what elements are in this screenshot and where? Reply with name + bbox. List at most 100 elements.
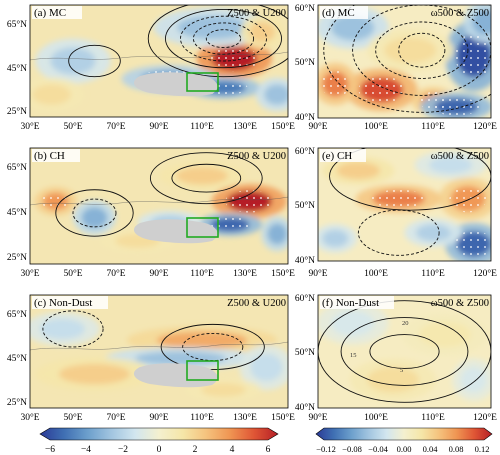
panel-a-lon-130: 130°E bbox=[233, 121, 257, 132]
panel-c-lon-150: 150°E bbox=[271, 412, 295, 423]
panel-c-lon-ticks: 30°E 50°E 70°E 90°E 110°E 130°E 150°E bbox=[20, 412, 295, 423]
panel-c: (c) Non-Dust Z500 & U200 65°N 45°N 25°N … bbox=[7, 294, 295, 423]
panel-c-blob-2 bbox=[59, 363, 130, 385]
panel-a-contour-0-2 bbox=[180, 15, 267, 62]
panel-b-blob-2 bbox=[81, 207, 108, 229]
panel-e-lon-ticks: 90°E 100°E 110°E 120°E bbox=[308, 268, 497, 279]
panel-e-lon-90: 90°E bbox=[308, 268, 327, 279]
panel-a-coastlines bbox=[30, 51, 288, 61]
panel-b-contour-0-1 bbox=[55, 189, 134, 237]
cbar-right-label-m004: −0.04 bbox=[368, 444, 388, 454]
panel-f-subtitle: ω500 & Z500 bbox=[431, 298, 489, 309]
panel-c-lat-25: 25°N bbox=[7, 397, 27, 408]
panel-a-lon-150: 150°E bbox=[271, 121, 295, 132]
panel-a-blob-5 bbox=[32, 84, 71, 105]
panel-b-title: (b) CH bbox=[34, 150, 65, 162]
panel-d-lon-120: 120°E bbox=[473, 121, 497, 132]
panel-a: (a) MC Z500 & U200 65°N 45°N 25°N 30°E 5… bbox=[7, 4, 295, 132]
panel-f-lon-ticks: 90°E 100°E 110°E 120°E bbox=[308, 412, 497, 423]
colorbar-left-bar bbox=[39, 427, 279, 441]
panel-b-lon-30: 30°E bbox=[20, 268, 39, 279]
panel-b-lon-ticks: 30°E 50°E 70°E 90°E 110°E 130°E 150°E bbox=[20, 268, 295, 279]
panel-e-title: (e) CH bbox=[322, 150, 352, 162]
panel-d-frame bbox=[317, 4, 492, 119]
panel-b-lon-70: 70°E bbox=[106, 268, 125, 279]
panel-a-contour-1-0 bbox=[68, 44, 121, 78]
panel-e-field bbox=[318, 150, 491, 261]
panel-f-field bbox=[318, 302, 491, 401]
panel-f-contour-labels: 20 5 15 bbox=[350, 320, 409, 374]
contour-label-5: 5 bbox=[400, 367, 403, 374]
panel-c-lon-110: 110°E bbox=[190, 412, 214, 423]
panel-c-lon-30: 30°E bbox=[20, 412, 39, 423]
panel-f-title: (f) Non-Dust bbox=[322, 297, 379, 309]
panel-b-lon-110: 110°E bbox=[190, 268, 214, 279]
panel-b-blob-5 bbox=[176, 167, 228, 185]
panel-d-contour-0-3 bbox=[323, 5, 491, 113]
panel-d-stipple-3 bbox=[455, 33, 491, 79]
panel-e-blob-5 bbox=[322, 229, 349, 247]
panel-e-frame bbox=[317, 147, 492, 262]
colorbar-right: −0.12 −0.08 −0.04 0.00 0.04 0.08 0.12 bbox=[315, 427, 493, 454]
panel-c-lon-50: 50°E bbox=[63, 412, 82, 423]
panel-c-blob-1 bbox=[135, 351, 226, 366]
panel-c-contour-1-0 bbox=[42, 310, 104, 348]
panel-d-stipple-0 bbox=[358, 76, 405, 104]
panel-a-contours bbox=[68, 5, 288, 78]
panel-b-stipple-3 bbox=[42, 192, 70, 211]
panel-d-lat-50: 50°N bbox=[295, 57, 315, 68]
contour-label-20: 20 bbox=[402, 320, 409, 327]
cbar-right-label-012: 0.12 bbox=[475, 444, 490, 454]
cbar-right-label-000: 0.00 bbox=[397, 444, 412, 454]
panel-d-subtitle: ω500 & Z500 bbox=[431, 8, 489, 19]
panel-f-contour-0-2 bbox=[318, 300, 491, 403]
colorbar-right-labels: −0.12 −0.08 −0.04 0.00 0.04 0.08 0.12 bbox=[316, 444, 489, 454]
panel-e-lat-ticks: 60°N 50°N 40°N bbox=[295, 146, 315, 266]
panel-b-contour-1-0 bbox=[171, 163, 242, 193]
panel-c-lat-ticks: 65°N 45°N 25°N bbox=[7, 309, 27, 408]
cbar-left-label-m6: −6 bbox=[45, 445, 55, 455]
panel-b-contour-1-1 bbox=[149, 152, 263, 205]
panel-a-blob-1 bbox=[177, 15, 249, 40]
panel-a-frame bbox=[29, 4, 289, 118]
panel-a-subtitle: Z500 & U200 bbox=[227, 8, 286, 19]
panel-b-lat-25: 25°N bbox=[7, 252, 27, 263]
panel-e-lat-40: 40°N bbox=[295, 255, 315, 266]
panel-f-lon-110: 110°E bbox=[421, 412, 445, 423]
panel-f-lat-50: 50°N bbox=[295, 347, 315, 358]
panel-a-lon-70: 70°E bbox=[106, 121, 125, 132]
panel-c-plateau-mask bbox=[133, 363, 218, 388]
contour-label-15: 15 bbox=[350, 352, 357, 359]
panel-b-frame bbox=[29, 147, 289, 265]
panel-a-lat-25: 25°N bbox=[7, 106, 27, 117]
panel-d-blob-5 bbox=[330, 14, 375, 41]
panel-e-lat-50: 50°N bbox=[295, 200, 315, 211]
cbar-right-label-004: 0.04 bbox=[423, 444, 439, 454]
panel-a-lon-30: 30°E bbox=[20, 121, 39, 132]
panel-c-coastlines bbox=[30, 341, 288, 351]
panel-d-contour-0-0 bbox=[398, 32, 446, 68]
panel-c-title: (c) Non-Dust bbox=[34, 297, 92, 309]
panel-c-blob-4 bbox=[39, 318, 85, 340]
panel-f-lat-ticks: 60°N 50°N 40°N bbox=[295, 293, 315, 413]
cbar-right-label-m008: −0.08 bbox=[342, 444, 362, 454]
panel-f-contour-0-0 bbox=[369, 334, 440, 369]
panel-a-lon-90: 90°E bbox=[149, 121, 168, 132]
panel-c-lat-65: 65°N bbox=[7, 309, 27, 320]
panel-b-contour-0-0 bbox=[72, 198, 117, 228]
panel-b-lon-150: 150°E bbox=[271, 268, 295, 279]
panel-d-field bbox=[318, 5, 491, 118]
panel-e-subtitle: ω500 & Z500 bbox=[431, 151, 489, 162]
panel-e-stipple-0 bbox=[371, 189, 427, 208]
panel-d-lat-40: 40°N bbox=[295, 112, 315, 123]
panel-d-lat-ticks: 60°N 50°N 40°N bbox=[295, 3, 315, 123]
panel-c-lon-130: 130°E bbox=[233, 412, 257, 423]
cbar-left-label-m4: −4 bbox=[81, 445, 91, 455]
panel-f: 20 5 15 (f) Non-Dust ω500 & Z500 60°N 50… bbox=[295, 293, 497, 423]
panel-d-lon-ticks: 90°E 100°E 110°E 120°E bbox=[308, 121, 497, 132]
panel-c-lat-45: 45°N bbox=[7, 353, 27, 364]
panel-a-lat-ticks: 65°N 45°N 25°N bbox=[7, 19, 27, 117]
panel-b-lat-45: 45°N bbox=[7, 207, 27, 218]
cbar-left-label-2: 2 bbox=[193, 445, 198, 455]
